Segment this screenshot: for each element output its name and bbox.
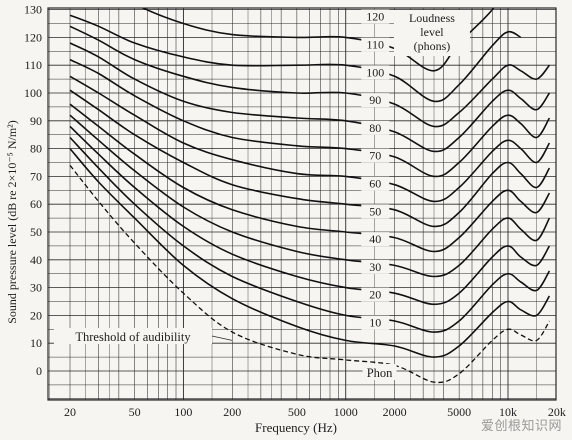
x-axis-label: Frequency (Hz): [255, 420, 337, 435]
y-tick-label: 70: [30, 169, 42, 183]
threshold-leader: [211, 335, 233, 341]
loudness-curve-20: [69, 136, 551, 333]
loudness-curve-60: [69, 89, 551, 228]
y-tick-label: 40: [30, 253, 42, 267]
y-tick-label: 120: [24, 30, 42, 44]
loudness-curve-120: [141, 8, 495, 72]
curve-label-bg: [361, 232, 390, 247]
y-tick-label: 30: [30, 281, 42, 295]
x-tick-label: 200: [223, 405, 241, 419]
x-tick-label: 10k: [499, 405, 517, 419]
y-tick-label: 130: [24, 3, 42, 17]
loudness-title-line: level: [420, 25, 444, 39]
curve-label: 110: [367, 38, 385, 52]
curve-label: 50: [369, 204, 381, 218]
loudness-curve-110: [69, 14, 522, 103]
curve-label-bg: [361, 37, 390, 52]
curve-label-bg: [361, 93, 390, 108]
loudness-title-line: (phons): [414, 39, 451, 53]
annotations: 120 110 100 90 80 70 60 50 40 30 20 10 Loudnesslevel…: [54, 10, 470, 380]
curve-label-bg: [361, 176, 390, 191]
loudness-curve-90: [69, 42, 551, 153]
loudness-curve-80: [69, 58, 551, 178]
curve-label-bg: [361, 204, 390, 219]
x-tick-label: 2000: [383, 405, 407, 419]
phon-label-bg: [362, 364, 397, 380]
curve-label: 80: [369, 121, 381, 135]
curve-label: 100: [366, 65, 384, 79]
curve-label: 20: [369, 288, 381, 302]
x-tick-label: 100: [174, 405, 192, 419]
x-tick-label: 1000: [334, 405, 358, 419]
loudness-curve-40: [69, 114, 551, 278]
curve-label-bg: [361, 287, 390, 302]
watermark-text: 爱创根知识网: [480, 419, 562, 434]
curve-label: 120: [366, 10, 384, 24]
loudness-curve-30: [69, 125, 551, 306]
loudness-curve-50: [69, 103, 551, 253]
curve-label: 10: [369, 316, 381, 330]
loudness-curve-70: [69, 75, 551, 203]
curve-label-bg: [361, 65, 390, 80]
y-tick-label: 10: [30, 336, 42, 350]
curve-label-bg: [361, 9, 390, 24]
y-tick-label: 20: [30, 308, 42, 322]
curve-label: 40: [369, 232, 381, 246]
y-tick-label: 90: [30, 114, 42, 128]
threshold-label: Threshold of audibility: [75, 330, 191, 344]
loudness-curve-100: [69, 25, 551, 128]
y-tick-label: 80: [30, 142, 42, 156]
curve-label: 90: [369, 93, 381, 107]
loudness-curve-10: [69, 148, 551, 358]
phon-label: Phon: [367, 366, 393, 380]
x-tick-label: 20: [64, 405, 76, 419]
x-tick-label: 20k: [548, 405, 566, 419]
curve-label-bg: [361, 259, 390, 274]
curve-label: 30: [369, 260, 381, 274]
y-tick-label: 50: [30, 225, 42, 239]
y-tick-label: 110: [24, 58, 42, 72]
curve-label-bg: [361, 120, 390, 135]
y-tick-label: 0: [36, 364, 42, 378]
curve-label-bg: [361, 148, 390, 163]
x-tick-label: 50: [129, 405, 141, 419]
curves: [69, 8, 551, 384]
x-tick-label: 5000: [447, 405, 471, 419]
curve-label: 60: [369, 177, 381, 191]
loudness-title-line: Loudness: [409, 11, 455, 25]
y-axis-label: Sound pressure level (dB re 2×10⁻⁵ N/m²): [5, 120, 19, 324]
curve-label: 70: [369, 149, 381, 163]
curve-label-bg: [361, 315, 390, 330]
threshold-label-bg: [54, 328, 212, 344]
y-tick-label: 60: [30, 197, 42, 211]
tick-labels: 0 10 20 30 40 50 60 70 80 90 100 110 120 130 20 50 100 20…: [24, 3, 566, 419]
x-tick-label: 500: [288, 405, 306, 419]
y-tick-label: 100: [24, 86, 42, 100]
loudness-title-bg: [393, 10, 470, 56]
